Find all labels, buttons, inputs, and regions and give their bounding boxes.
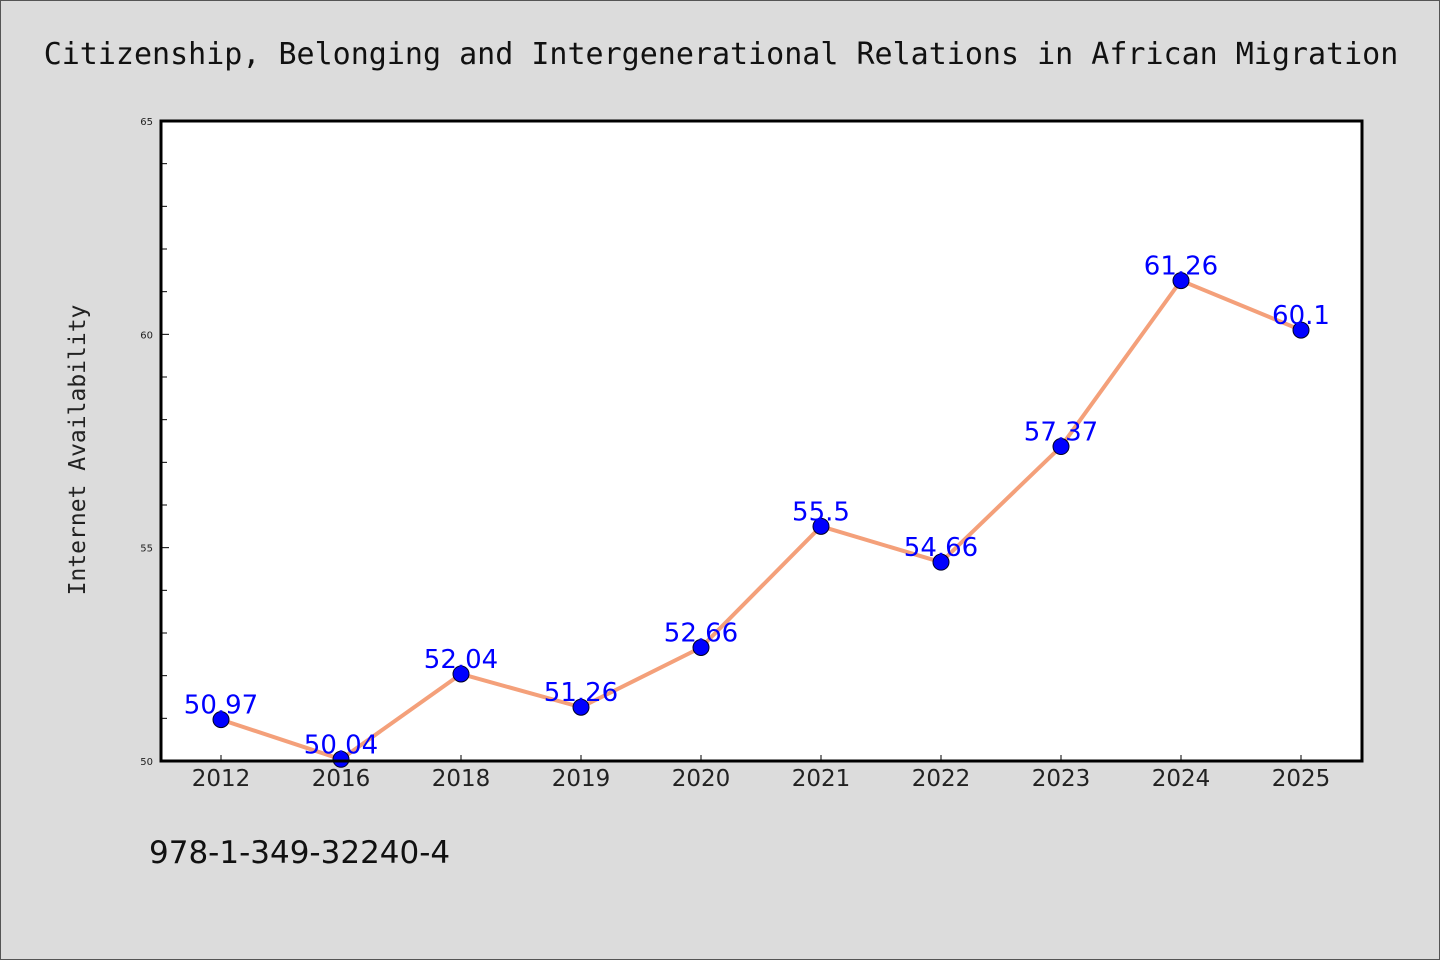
data-point — [932, 553, 950, 571]
data-label: 51.26 — [544, 678, 618, 708]
isbn-text: 978-1-349-32240-4 — [149, 835, 451, 871]
x-tick-label: 2024 — [1152, 766, 1211, 792]
data-point — [812, 517, 830, 535]
data-label: 61.26 — [1144, 252, 1218, 282]
y-tick-label: 55 — [140, 544, 153, 555]
x-tick-label: 2016 — [312, 766, 371, 792]
data-point — [692, 639, 710, 657]
series-line — [219, 278, 1303, 762]
plot-area — [161, 121, 1362, 761]
data-label: 52.04 — [424, 645, 498, 675]
plot-frame — [159, 119, 1364, 763]
x-tick-label: 2019 — [552, 766, 611, 792]
data-point — [572, 698, 590, 716]
data-label: 57.37 — [1024, 418, 1098, 448]
data-point — [1052, 438, 1070, 456]
data-point — [332, 750, 350, 768]
x-tick-label: 2025 — [1272, 766, 1331, 792]
data-label: 50.97 — [184, 691, 258, 721]
chart-title: Citizenship, Belonging and Intergenerati… — [44, 37, 1399, 72]
y-tick-label: 60 — [140, 330, 153, 341]
data-label: 54.66 — [904, 533, 978, 563]
x-tick-label: 2023 — [1032, 766, 1091, 792]
data-point — [212, 711, 230, 729]
data-point — [452, 665, 470, 683]
y-tick-label: 50 — [140, 757, 153, 768]
x-tick-label: 2020 — [672, 766, 731, 792]
x-tick-label: 2021 — [792, 766, 851, 792]
y-axis-label: Internet Availability — [65, 305, 91, 596]
data-label: 52.66 — [664, 619, 738, 649]
data-point — [1292, 321, 1310, 339]
series-layer: 50.97 50.04 52.04 51.26 52.66 55.5 54.66 57.37 6… — [184, 252, 1330, 768]
x-tick-label: 2012 — [192, 766, 251, 792]
data-label: 55.5 — [792, 497, 850, 527]
x-axis: 2012 2016 2018 2019 2020 2021 2022 2023 2024 2025 — [192, 755, 1331, 792]
x-tick-label: 2022 — [912, 766, 971, 792]
data-point — [1172, 272, 1190, 290]
data-label: 60.1 — [1272, 301, 1330, 331]
data-label: 50.04 — [304, 730, 378, 760]
x-tick-label: 2018 — [432, 766, 491, 792]
y-tick-label: 65 — [140, 117, 153, 128]
